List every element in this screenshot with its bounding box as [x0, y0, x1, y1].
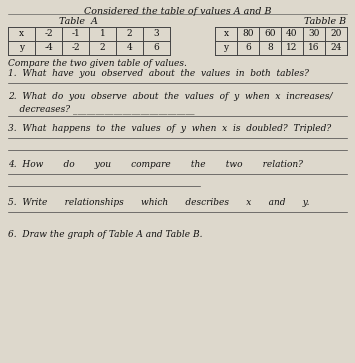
Text: 40: 40 — [286, 29, 298, 38]
Text: 2: 2 — [100, 44, 105, 53]
Text: 16: 16 — [308, 44, 320, 53]
Text: x: x — [19, 29, 24, 38]
Text: 20: 20 — [330, 29, 342, 38]
Text: 3.  What  happens  to  the  values  of  y  when  x  is  doubled?  Tripled?: 3. What happens to the values of y when … — [8, 124, 331, 133]
Text: 5.  Write      relationships      which      describes      x      and      y.: 5. Write relationships which describes x… — [8, 198, 310, 207]
Text: 80: 80 — [242, 29, 254, 38]
Text: 1: 1 — [100, 29, 105, 38]
Text: 8: 8 — [267, 44, 273, 53]
Text: y: y — [19, 44, 24, 53]
Text: 6: 6 — [154, 44, 159, 53]
Text: Compare the two given table of values.: Compare the two given table of values. — [8, 59, 187, 68]
Text: y: y — [223, 44, 229, 53]
Text: 30: 30 — [308, 29, 320, 38]
Text: 3: 3 — [154, 29, 159, 38]
Text: -2: -2 — [71, 44, 80, 53]
Text: 2.  What  do  you  observe  about  the  values  of  y  when  x  increases/: 2. What do you observe about the values … — [8, 92, 333, 101]
Text: -1: -1 — [71, 29, 80, 38]
Text: 1.  What  have  you  observed  about  the  values  in  both  tables?: 1. What have you observed about the valu… — [8, 69, 309, 78]
Text: Table  A: Table A — [59, 17, 97, 26]
Text: -4: -4 — [44, 44, 53, 53]
Text: 4.  How       do       you       compare       the       two       relation?: 4. How do you compare the two relation? — [8, 160, 303, 169]
Text: 6: 6 — [245, 44, 251, 53]
Text: x: x — [223, 29, 229, 38]
Text: 12: 12 — [286, 44, 298, 53]
Text: 60: 60 — [264, 29, 276, 38]
Text: 6.  Draw the graph of Table A and Table B.: 6. Draw the graph of Table A and Table B… — [8, 230, 202, 239]
Text: decreases? ___________________________: decreases? ___________________________ — [8, 104, 195, 114]
Text: 24: 24 — [330, 44, 342, 53]
Text: -2: -2 — [44, 29, 53, 38]
Text: 2: 2 — [127, 29, 132, 38]
Text: Considered the table of values A and B: Considered the table of values A and B — [84, 7, 272, 16]
Text: Tabble B: Tabble B — [304, 17, 346, 26]
Text: 4: 4 — [127, 44, 132, 53]
